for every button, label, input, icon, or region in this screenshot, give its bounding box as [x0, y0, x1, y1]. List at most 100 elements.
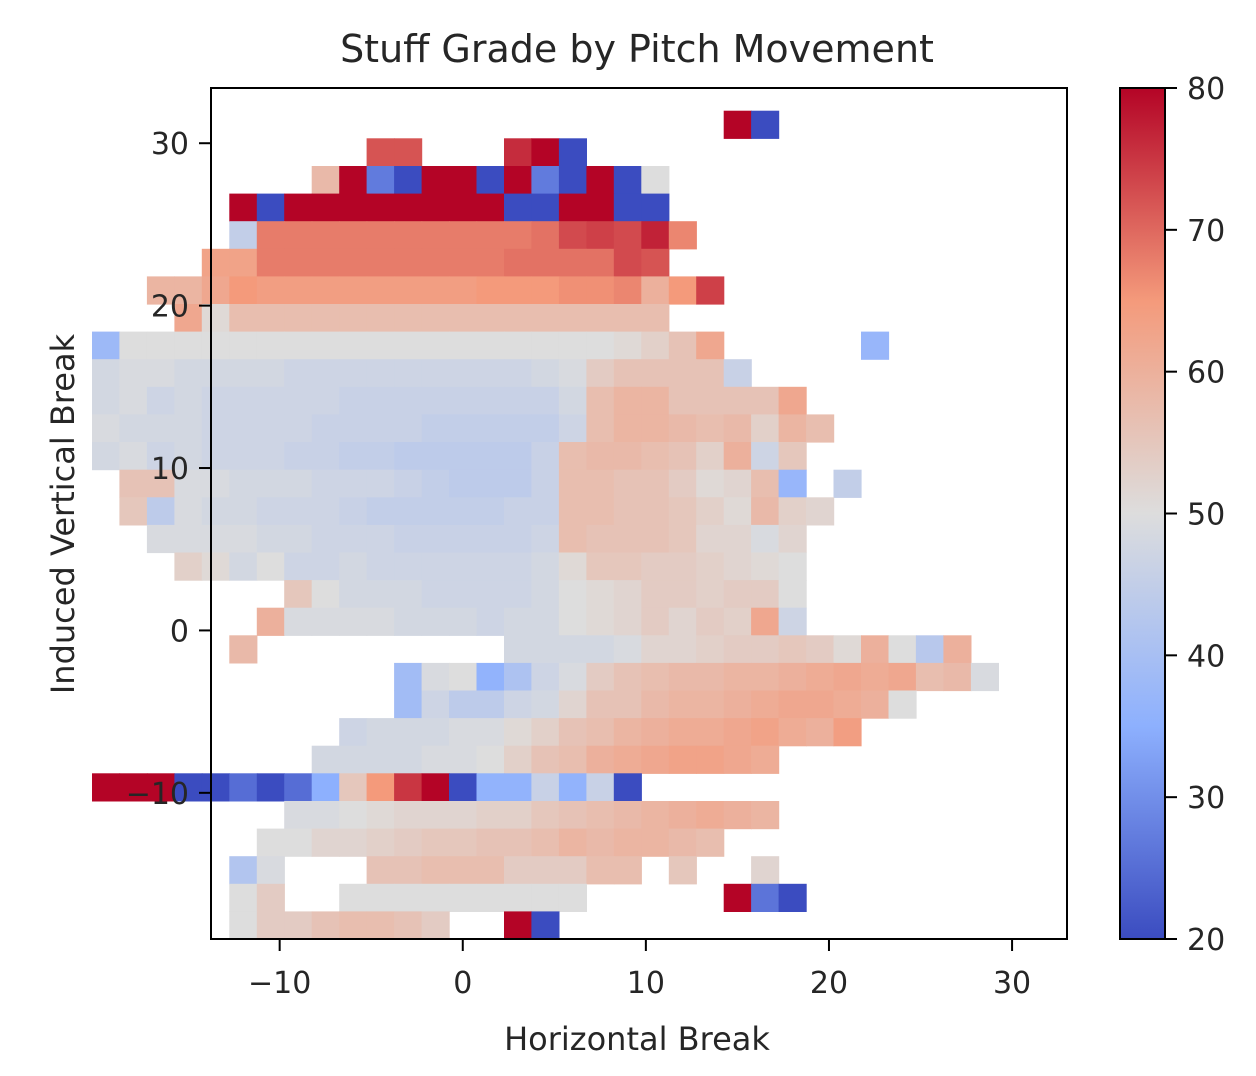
heatmap-cell: [256, 524, 285, 554]
heatmap-cell: [504, 607, 533, 636]
heatmap-cell: [366, 580, 395, 609]
heatmap-cell: [394, 497, 423, 526]
heatmap-cell: [284, 359, 313, 388]
heatmap-cell: [311, 469, 340, 498]
heatmap-cell: [339, 580, 368, 609]
heatmap-cell: [641, 524, 670, 554]
heatmap-cell: [586, 359, 615, 388]
heatmap-cell: [723, 442, 752, 471]
heatmap-cell: [723, 607, 752, 636]
heatmap-cell: [504, 193, 533, 222]
heatmap-cell: [284, 828, 313, 857]
heatmap-cell: [394, 690, 423, 719]
heatmap-cell: [421, 442, 450, 471]
heatmap-cell: [751, 580, 780, 609]
heatmap-cell: [558, 773, 587, 802]
heatmap-cell: [339, 442, 368, 471]
heatmap-cell: [558, 718, 587, 747]
heatmap-cell: [558, 166, 587, 195]
heatmap-cell: [92, 414, 121, 443]
heatmap-cell: [421, 856, 450, 885]
heatmap-cell: [668, 580, 697, 609]
heatmap-cell: [558, 359, 587, 388]
x-axis-label: Horizontal Break: [504, 1020, 770, 1058]
colorbar-tick-label: 40: [1187, 639, 1225, 674]
heatmap-cell: [668, 469, 697, 498]
heatmap-cell: [476, 801, 505, 830]
heatmap-cell: [558, 690, 587, 719]
heatmap-cell: [558, 607, 587, 636]
heatmap-cell: [146, 497, 175, 526]
colorbar-tick-label: 80: [1187, 72, 1225, 107]
heatmap-cell: [201, 497, 230, 526]
heatmap-cell: [531, 359, 560, 388]
heatmap-cell: [476, 386, 505, 415]
heatmap-cell: [339, 718, 368, 747]
heatmap-cell: [421, 828, 450, 857]
heatmap-cell: [366, 386, 395, 415]
heatmap-cell: [778, 524, 807, 554]
heatmap-cell: [394, 304, 423, 333]
heatmap-cell: [586, 580, 615, 609]
heatmap-cell: [504, 718, 533, 747]
heatmap-cell: [201, 331, 230, 360]
heatmap-cell: [476, 856, 505, 885]
heatmap-cell: [613, 304, 642, 333]
heatmap-cell: [613, 552, 642, 581]
heatmap-cell: [586, 442, 615, 471]
heatmap-cell: [421, 497, 450, 526]
heatmap-cell: [531, 386, 560, 415]
heatmap-cell: [476, 497, 505, 526]
heatmap-cell: [613, 524, 642, 554]
heatmap-cell: [339, 828, 368, 857]
heatmap-cell: [970, 662, 999, 692]
heatmap-cell: [613, 166, 642, 195]
heatmap-cell: [751, 718, 780, 747]
heatmap-cell: [421, 524, 450, 554]
heatmap-cell: [256, 607, 285, 636]
heatmap-cell: [888, 635, 917, 664]
heatmap-cell: [311, 276, 340, 305]
heatmap-cell: [641, 248, 670, 277]
heatmap-cell: [668, 359, 697, 388]
heatmap-cell: [394, 469, 423, 498]
heatmap-cell: [476, 524, 505, 554]
heatmap-cell: [586, 331, 615, 360]
heatmap-cell: [504, 745, 533, 774]
heatmap-cell: [92, 386, 121, 415]
heatmap-cell: [92, 442, 121, 471]
heatmap-cell: [668, 524, 697, 554]
heatmap-cell: [586, 607, 615, 636]
heatmap-cell: [366, 883, 395, 912]
heatmap-cell: [476, 166, 505, 195]
heatmap-cell: [476, 304, 505, 333]
heatmap-cell: [586, 856, 615, 885]
heatmap-cell: [256, 414, 285, 443]
heatmap-cell: [531, 883, 560, 912]
heatmap-cell: [558, 524, 587, 554]
heatmap-cell: [449, 414, 478, 443]
heatmap-cell: [476, 276, 505, 305]
heatmap-cell: [613, 662, 642, 692]
heatmap-cell: [174, 524, 203, 554]
heatmap-cell: [476, 580, 505, 609]
heatmap-cell: [861, 635, 890, 664]
heatmap-cell: [504, 773, 533, 802]
heatmap-cell: [256, 359, 285, 388]
heatmap-cell: [586, 745, 615, 774]
x-tick-label: 30: [993, 966, 1031, 1001]
heatmap-cell: [531, 469, 560, 498]
heatmap-cell: [668, 662, 697, 692]
heatmap-cell: [174, 304, 203, 333]
heatmap-cell: [504, 359, 533, 388]
heatmap-cell: [613, 221, 642, 250]
heatmap-cell: [146, 524, 175, 554]
heatmap-cell: [641, 552, 670, 581]
heatmap-cell: [504, 801, 533, 830]
heatmap-cell: [558, 635, 587, 664]
heatmap-cell: [421, 248, 450, 277]
heatmap-cell: [641, 580, 670, 609]
heatmap-cell: [311, 497, 340, 526]
heatmap-cell: [613, 718, 642, 747]
heatmap-cell: [339, 883, 368, 912]
